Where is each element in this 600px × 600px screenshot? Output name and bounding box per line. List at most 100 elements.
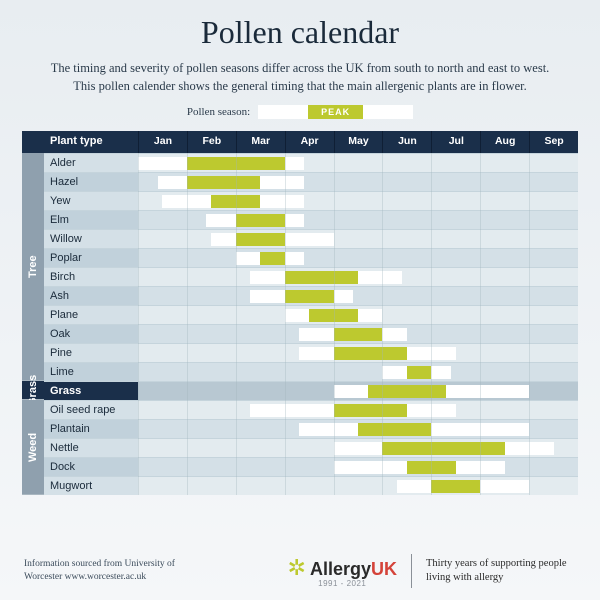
season-bar	[299, 423, 358, 436]
row-timeline	[138, 362, 578, 381]
season-bar	[162, 195, 211, 208]
season-bar	[250, 404, 333, 417]
season-bar	[285, 252, 305, 265]
table-row: Mugwort	[44, 476, 578, 495]
row-timeline	[138, 457, 578, 476]
month-header: Jun	[382, 131, 431, 153]
peak-bar	[431, 480, 480, 493]
allergy-uk-logo: ✲ AllergyUK	[288, 555, 397, 581]
row-timeline	[138, 210, 578, 229]
legend-normal-after	[363, 105, 413, 119]
plant-name: Mugwort	[44, 476, 138, 495]
peak-bar	[187, 176, 260, 189]
season-bar	[260, 195, 304, 208]
season-bar	[285, 309, 309, 322]
month-header: Sep	[529, 131, 578, 153]
plant-type-header: Plant type	[44, 131, 138, 153]
plant-name: Willow	[44, 229, 138, 248]
table-row: Poplar	[44, 248, 578, 267]
legend: Pollen season: PEAK	[0, 105, 600, 119]
table-row: Lime	[44, 362, 578, 381]
table-row: Plantain	[44, 419, 578, 438]
season-bar	[299, 347, 333, 360]
row-timeline	[138, 343, 578, 362]
months-header: JanFebMarAprMayJunJulAugSep	[138, 131, 578, 153]
season-bar	[382, 366, 406, 379]
table-row: Birch	[44, 267, 578, 286]
table-row: Hazel	[44, 172, 578, 191]
row-timeline	[138, 286, 578, 305]
row-timeline	[138, 267, 578, 286]
month-header: Mar	[236, 131, 285, 153]
legend-bar: PEAK	[258, 105, 413, 119]
season-bar	[206, 214, 235, 227]
season-bar	[334, 442, 383, 455]
table-row: Willow	[44, 229, 578, 248]
table-row: Grass	[44, 381, 578, 400]
peak-bar	[285, 271, 358, 284]
logo-suffix: UK	[371, 559, 397, 579]
season-bar	[480, 480, 529, 493]
season-bar	[285, 157, 305, 170]
row-timeline	[138, 324, 578, 343]
peak-bar	[260, 252, 284, 265]
plant-name: Ash	[44, 286, 138, 305]
season-bar	[431, 423, 529, 436]
source-text: Information sourced from University of W…	[24, 558, 184, 584]
season-bar	[358, 271, 402, 284]
peak-bar	[334, 347, 407, 360]
peak-bar	[334, 404, 407, 417]
season-bar	[138, 157, 187, 170]
footer-divider	[411, 554, 412, 588]
table-row: Pine	[44, 343, 578, 362]
season-bar	[407, 347, 456, 360]
row-timeline	[138, 400, 578, 419]
footer: Information sourced from University of W…	[24, 554, 576, 588]
plant-name: Plane	[44, 305, 138, 324]
month-header: Jan	[138, 131, 187, 153]
season-bar	[334, 385, 368, 398]
plant-name: Plantain	[44, 419, 138, 438]
season-bar	[397, 480, 431, 493]
table-row: Oak	[44, 324, 578, 343]
pollen-table: Plant type JanFebMarAprMayJunJulAugSep T…	[22, 131, 578, 495]
row-timeline	[138, 438, 578, 457]
season-bar	[334, 290, 354, 303]
peak-bar	[334, 328, 383, 341]
table-row: Dock	[44, 457, 578, 476]
season-bar	[260, 176, 304, 189]
logo-name: Allergy	[310, 559, 371, 579]
table-header: Plant type JanFebMarAprMayJunJulAugSep	[22, 131, 578, 153]
category-label: Weed	[22, 400, 44, 495]
brand-block: ✲ AllergyUK 1991 - 2021 Thirty years of …	[288, 554, 576, 588]
season-bar	[285, 233, 334, 246]
row-timeline	[138, 305, 578, 324]
plant-name: Hazel	[44, 172, 138, 191]
legend-peak: PEAK	[308, 105, 363, 119]
season-bar	[456, 461, 505, 474]
row-timeline	[138, 191, 578, 210]
season-bar	[358, 309, 382, 322]
season-bar	[236, 252, 260, 265]
month-header: Apr	[285, 131, 334, 153]
peak-bar	[358, 423, 431, 436]
peak-bar	[285, 290, 334, 303]
plant-name: Nettle	[44, 438, 138, 457]
season-bar	[250, 271, 284, 284]
row-timeline	[138, 153, 578, 172]
leaf-icon: ✲	[288, 555, 306, 581]
season-bar	[211, 233, 235, 246]
rows-container: AlderHazelYewElmWillowPoplarBirchAshPlan…	[44, 153, 578, 495]
row-timeline	[138, 248, 578, 267]
tagline: Thirty years of supporting people living…	[426, 557, 576, 584]
peak-bar	[187, 157, 285, 170]
subtitle: The timing and severity of pollen season…	[0, 51, 600, 95]
plant-name: Lime	[44, 362, 138, 381]
peak-bar	[236, 214, 285, 227]
table-row: Alder	[44, 153, 578, 172]
peak-bar	[407, 461, 456, 474]
month-header: May	[334, 131, 383, 153]
table-row: Plane	[44, 305, 578, 324]
peak-bar	[309, 309, 358, 322]
peak-bar	[382, 442, 504, 455]
